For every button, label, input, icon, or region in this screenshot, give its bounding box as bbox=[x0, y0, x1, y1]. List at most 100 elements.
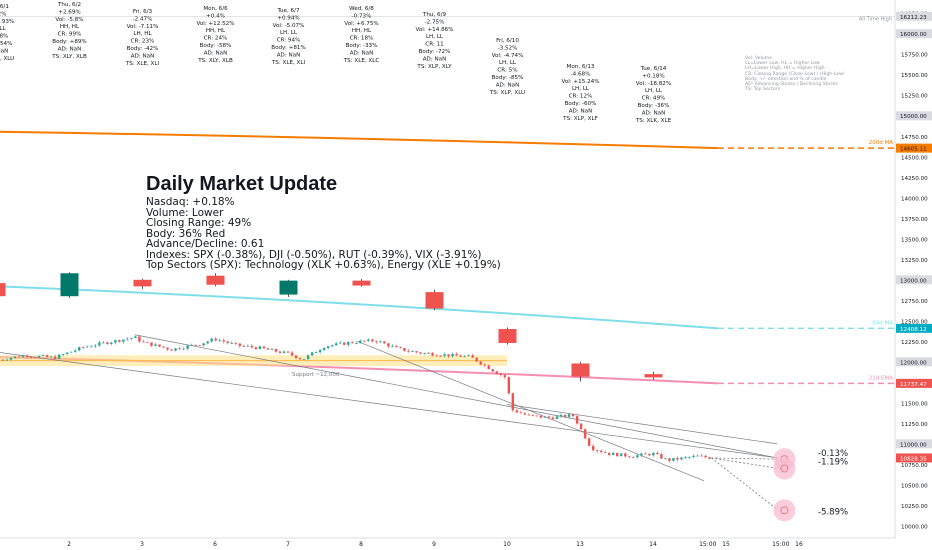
summary-line-top-sectors: Top Sectors (SPX): Technology (XLK +0.63… bbox=[146, 259, 501, 271]
price-axis-tick-label: 13500.00 bbox=[901, 237, 928, 243]
daily-annotation-line: Body: +89% bbox=[52, 39, 87, 45]
daily-annotation-day: Mon, 6/13 bbox=[567, 64, 595, 70]
price-axis-badge-label: 11000.00 bbox=[900, 442, 927, 448]
time-axis: 2 3 6 7 8 9 10 13 14 15:00 15 15:00 16 bbox=[0, 537, 895, 548]
price-axis-badge-label: 11737.47 bbox=[900, 382, 927, 388]
daily-annotation-line: -3.52% bbox=[498, 45, 518, 51]
support-label: Support ~12,000 bbox=[292, 372, 340, 378]
price-candle-body bbox=[98, 342, 101, 346]
price-candle-body bbox=[238, 343, 242, 346]
time-axis-tick-label: 14 bbox=[649, 541, 657, 548]
summary-panel: Nasdaq: +0.18% Volume: Lower Closing Ran… bbox=[146, 197, 501, 271]
price-candle-body bbox=[146, 341, 149, 343]
price-candle-body bbox=[134, 336, 137, 338]
daily-annotation-line: LH, LL bbox=[572, 86, 590, 92]
daily-annotation-line: Vol: -4.74% bbox=[492, 53, 524, 59]
daily-annotation-day: Mon, 6/6 bbox=[203, 6, 228, 12]
price-axis-badge bbox=[896, 323, 932, 333]
price-candle-body bbox=[700, 455, 703, 457]
reference-lines-layer: All Time High 200d MA 50d MA 21d EMA bbox=[0, 16, 895, 385]
price-candle-body bbox=[130, 337, 133, 339]
price-axis-badge-label: 14605.11 bbox=[900, 147, 927, 153]
price-candle-body bbox=[467, 355, 470, 357]
daily-annotation-line: TS: XLP, XLU bbox=[489, 90, 525, 96]
price-candle-body bbox=[555, 416, 559, 419]
projection-target-circle bbox=[773, 457, 796, 480]
price-axis-tick-label: 13750.00 bbox=[901, 217, 928, 223]
price-axis-tick-label: 12250.00 bbox=[901, 340, 928, 346]
price-candle-body bbox=[182, 348, 185, 350]
price-candle-body bbox=[330, 345, 334, 347]
price-candle-body bbox=[142, 341, 145, 343]
price-candle-body bbox=[102, 342, 105, 344]
price-candle-body bbox=[612, 452, 615, 455]
daily-annotation-line: HH, LL bbox=[0, 26, 6, 32]
chart-title: Daily Market Update bbox=[146, 173, 338, 195]
price-candle-body bbox=[210, 338, 213, 342]
daily-annotation-line: Body: -54% bbox=[0, 41, 12, 47]
price-candle-body bbox=[186, 345, 189, 349]
price-candle-body bbox=[65, 352, 69, 355]
price-candle-body bbox=[230, 342, 233, 344]
price-candle-body bbox=[495, 371, 498, 374]
summary-line-advance-decline: Advance/Decline: 0.61 bbox=[146, 238, 265, 250]
price-candle-body bbox=[5, 359, 9, 361]
50d-ma-line bbox=[0, 285, 719, 330]
price-candle-body bbox=[407, 350, 410, 352]
daily-candle-body bbox=[279, 280, 298, 295]
daily-annotation-line: TS: XLY, XLB bbox=[197, 58, 233, 64]
price-candle-body bbox=[29, 356, 33, 358]
price-candle-body bbox=[451, 353, 454, 357]
daily-annotation-line: AD: NaN bbox=[58, 46, 82, 52]
daily-annotation-line: CR: 5% bbox=[497, 68, 517, 74]
price-axis-tick-label: 14000.00 bbox=[901, 196, 928, 202]
price-axis: 10000.00 10250.00 10500.00 10750.00 11000.00… bbox=[894, 0, 932, 538]
price-candle-body bbox=[551, 417, 555, 419]
price-candle-body bbox=[652, 453, 655, 456]
price-candle-body bbox=[511, 393, 515, 411]
price-candle-body bbox=[563, 414, 567, 417]
price-candle-body bbox=[395, 345, 398, 348]
price-candle-body bbox=[419, 352, 422, 354]
price-candle-body bbox=[78, 347, 81, 351]
daily-annotation-line: TS: XLY, XLB bbox=[51, 54, 87, 60]
price-candle-body bbox=[696, 455, 699, 457]
price-candle-body bbox=[567, 414, 571, 417]
daily-annotation-line: AD: NaN bbox=[496, 82, 520, 88]
price-candle-body bbox=[202, 343, 205, 346]
price-candle-body bbox=[439, 355, 442, 357]
daily-annotation-line: -0.73% bbox=[352, 13, 372, 19]
price-candle-body bbox=[660, 454, 663, 459]
price-candle-body bbox=[234, 342, 238, 344]
price-candle-body bbox=[519, 412, 523, 414]
daily-annotation-line: Body: -72% bbox=[419, 49, 451, 55]
price-candle-body bbox=[37, 355, 41, 358]
price-candle-body bbox=[194, 344, 197, 346]
price-candle-body bbox=[82, 347, 85, 348]
trendline bbox=[357, 341, 705, 482]
daily-annotation-line: TS: XLE, XLI bbox=[271, 60, 306, 66]
daily-annotation-line: Body: -85% bbox=[492, 75, 524, 81]
price-candle-body bbox=[226, 341, 229, 343]
price-candle-body bbox=[595, 450, 599, 452]
price-candle-body bbox=[214, 338, 217, 341]
daily-annotation-line: Body: -33% bbox=[346, 43, 378, 49]
daily-annotation-day: Fri, 6/10 bbox=[496, 38, 519, 44]
price-candle-body bbox=[375, 341, 378, 343]
price-candle-body bbox=[138, 336, 141, 342]
daily-annotation-line: Vol: -5.07% bbox=[273, 23, 305, 29]
200d-ma-line bbox=[0, 130, 719, 150]
daily-annotation-line: AD: NaN bbox=[423, 56, 447, 62]
price-axis-tick-label: 14750.00 bbox=[901, 135, 928, 141]
daily-annotation-line: HH, HL bbox=[60, 24, 80, 30]
price-candle-body bbox=[571, 414, 575, 417]
daily-annotation-line: AD: NaN bbox=[0, 48, 8, 54]
price-candle-body bbox=[708, 457, 711, 459]
daily-annotation-line: TS: XLE, XLC bbox=[343, 58, 380, 64]
legend-note-line: LH=Lower High, HH = Higher High bbox=[745, 66, 825, 72]
price-candle-body bbox=[314, 352, 318, 353]
daily-annotation-day: Fri, 6/3 bbox=[133, 9, 153, 15]
time-axis-tick-label: 15 bbox=[722, 541, 730, 548]
price-candle-body bbox=[13, 356, 17, 358]
